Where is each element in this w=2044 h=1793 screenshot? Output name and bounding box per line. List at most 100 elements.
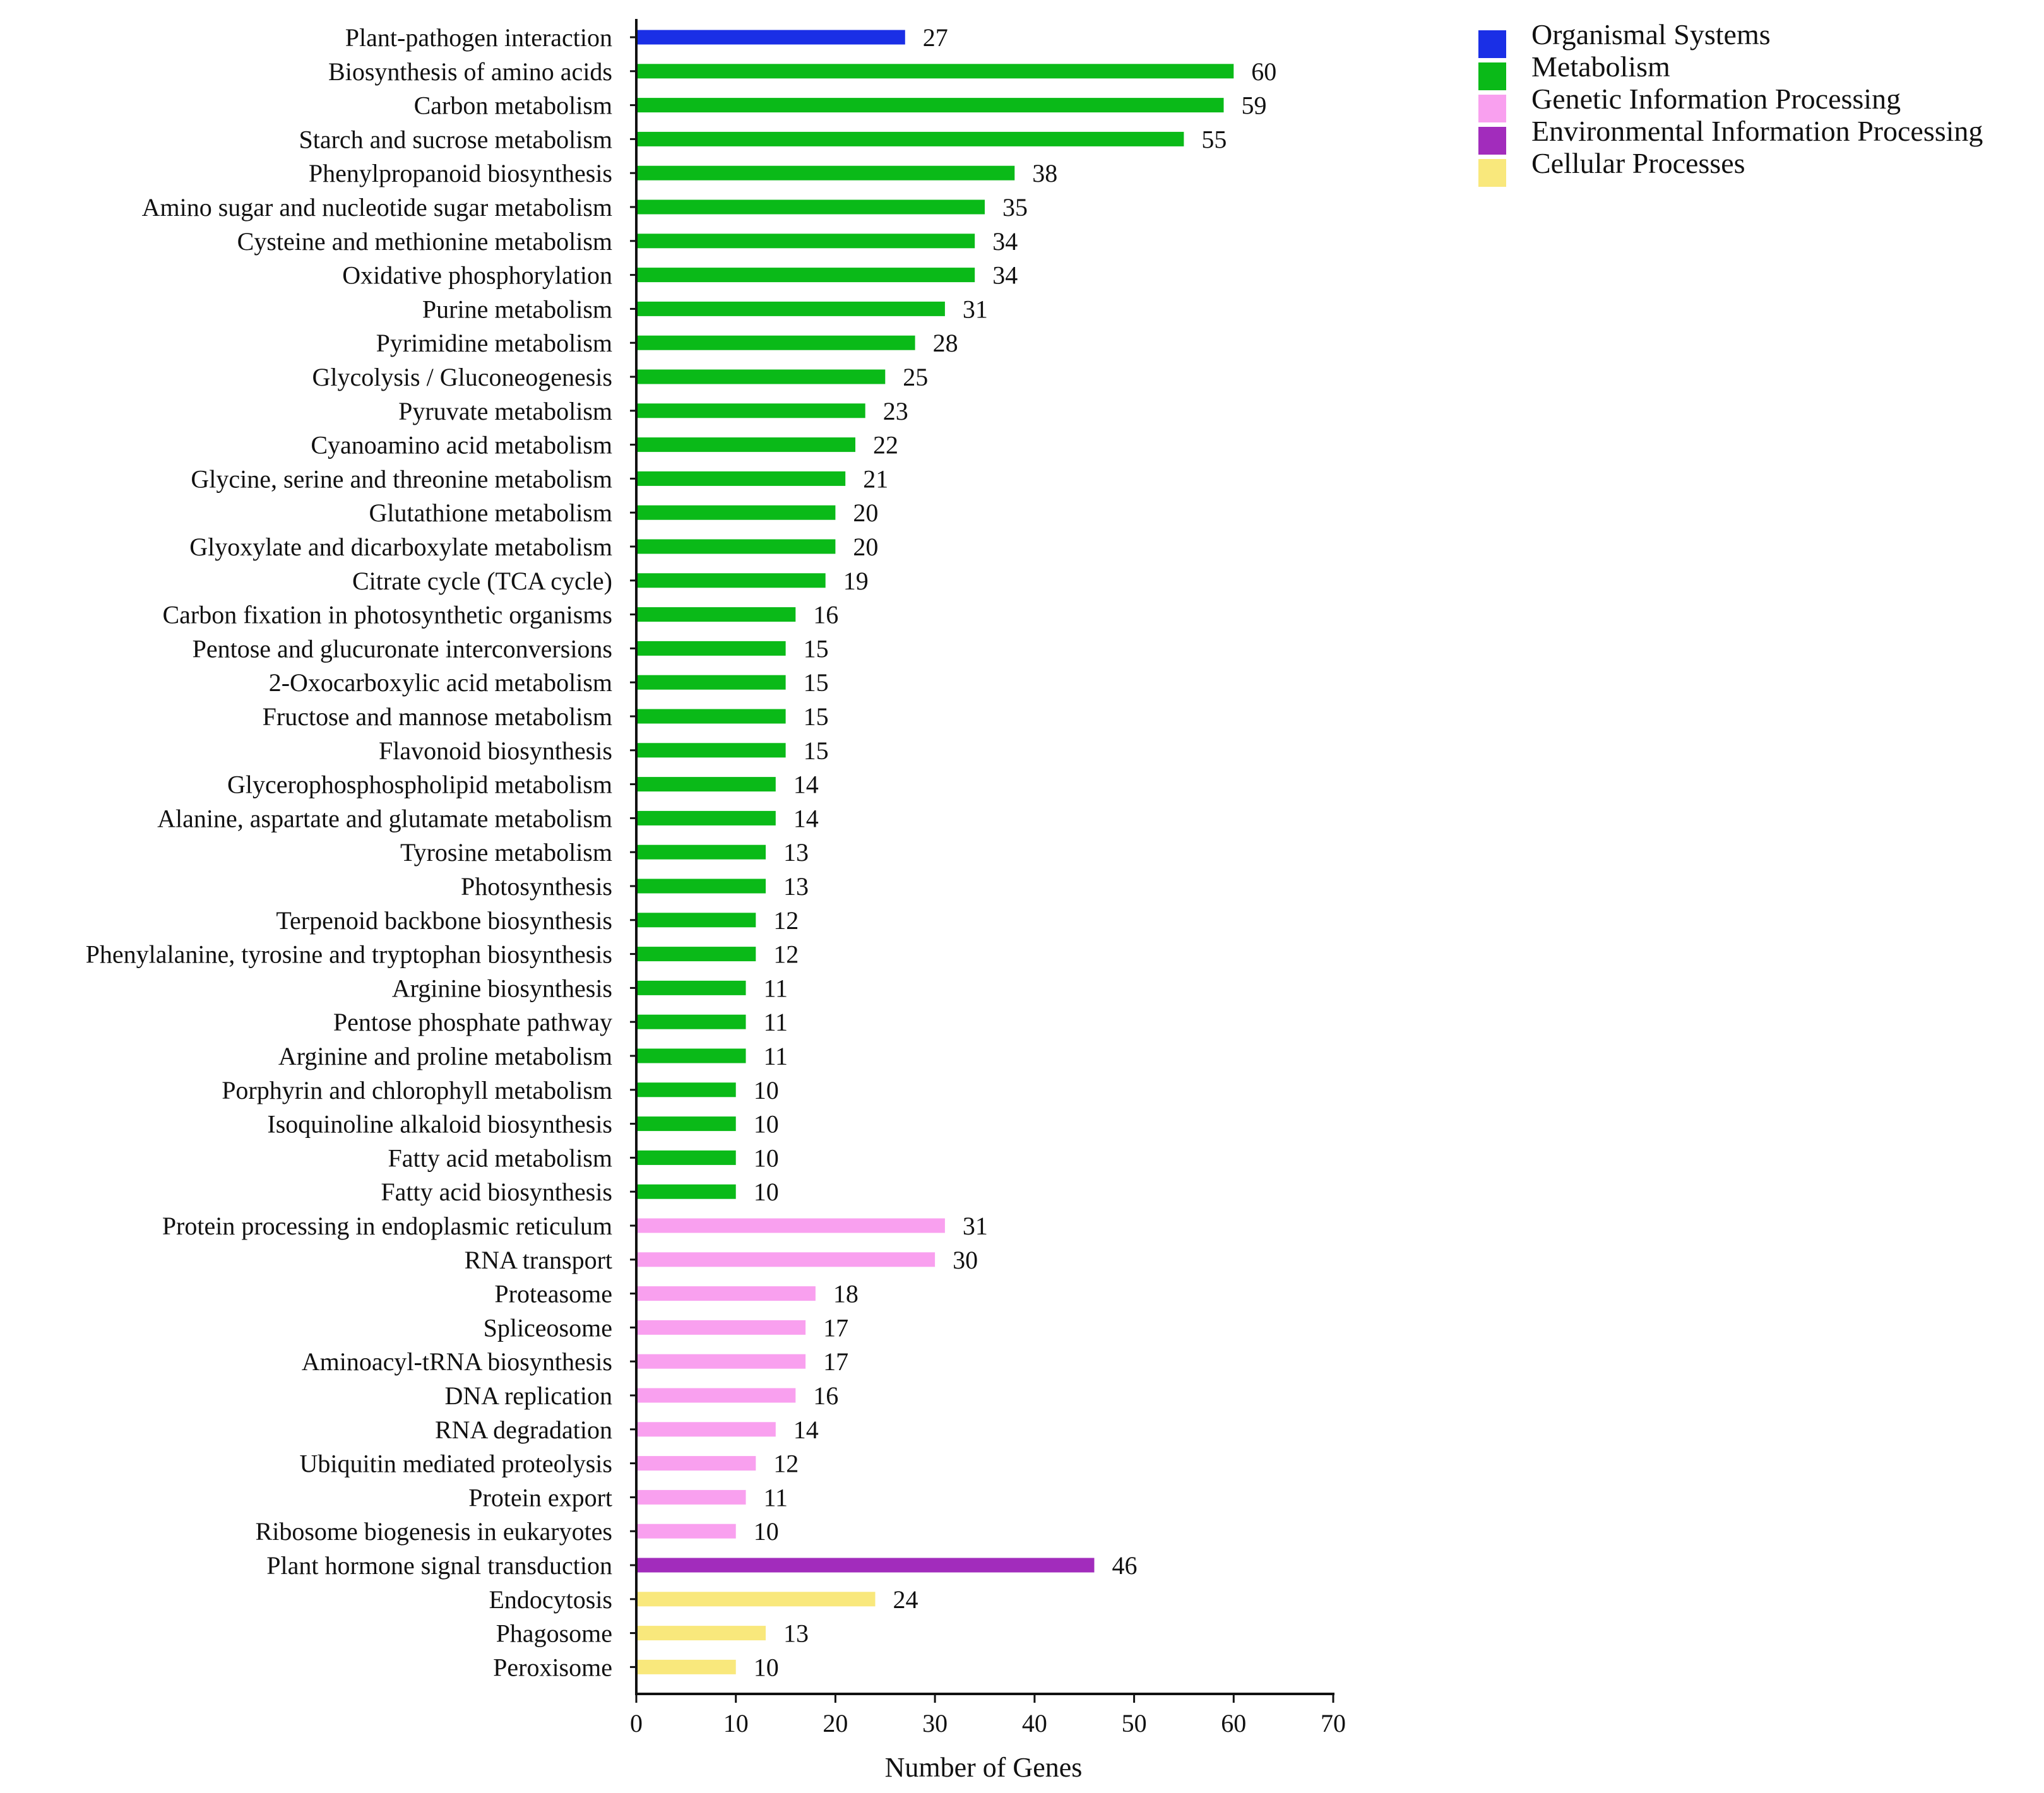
category-label: Plant hormone signal transduction (266, 1551, 612, 1580)
category-label: Photosynthesis (461, 872, 612, 901)
category-label: 2-Oxocarboxylic acid metabolism (269, 668, 612, 697)
category-label: Alanine, aspartate and glutamate metabol… (157, 804, 612, 832)
value-label: 22 (873, 431, 898, 459)
category-label: Phagosome (496, 1619, 612, 1648)
bar (636, 1388, 796, 1403)
bar (636, 844, 766, 860)
value-label: 21 (863, 465, 888, 493)
bar (636, 165, 1015, 180)
value-label: 10 (754, 1178, 779, 1206)
value-label: 15 (804, 702, 829, 731)
bar (636, 403, 865, 418)
x-tick-label: 20 (823, 1709, 848, 1737)
bar (636, 1558, 1095, 1573)
category-label: Purine metabolism (422, 295, 612, 323)
legend-swatch (1478, 95, 1506, 122)
category-label: Pentose phosphate pathway (333, 1008, 612, 1036)
category-label: Cyanoamino acid metabolism (311, 431, 612, 459)
category-label: Arginine biosynthesis (392, 974, 612, 1002)
bar (636, 1524, 736, 1539)
category-label: Pyruvate metabolism (398, 397, 612, 425)
category-label: Amino sugar and nucleotide sugar metabol… (142, 193, 612, 222)
bar (636, 641, 786, 656)
value-label: 16 (813, 601, 838, 629)
category-label: Oxidative phosphorylation (342, 261, 612, 290)
bar (636, 1422, 776, 1437)
value-label: 10 (754, 1144, 779, 1172)
bar (636, 1116, 736, 1132)
value-label: 55 (1201, 125, 1227, 153)
category-label: Peroxisome (493, 1653, 612, 1681)
category-label: Carbon fixation in photosynthetic organi… (162, 601, 612, 629)
bar (636, 743, 786, 758)
category-label: Biosynthesis of amino acids (328, 57, 612, 86)
value-label: 12 (773, 906, 799, 935)
category-label: Protein processing in endoplasmic reticu… (162, 1212, 612, 1240)
bar (636, 1218, 945, 1233)
value-label: 27 (923, 23, 948, 52)
legend-label: Metabolism (1531, 50, 1670, 83)
category-label: Glycerophosphospholipid metabolism (227, 771, 612, 799)
category-label: Terpenoid backbone biosynthesis (276, 906, 612, 935)
value-label: 12 (773, 1450, 799, 1478)
legend-swatch (1478, 62, 1506, 90)
value-label: 46 (1112, 1551, 1138, 1580)
category-label: Fructose and mannose metabolism (263, 702, 612, 731)
value-label: 20 (853, 533, 878, 561)
x-axis: 0 10 20 30 40 50 60 70 (630, 19, 1346, 1737)
value-label: 34 (992, 261, 1018, 290)
bar (636, 1659, 736, 1674)
value-label: 14 (793, 771, 819, 799)
category-label: Citrate cycle (TCA cycle) (352, 567, 612, 595)
bar (636, 505, 836, 520)
value-label: 12 (773, 940, 799, 969)
category-label: Plant-pathogen interaction (345, 23, 612, 52)
x-tick-label: 10 (723, 1709, 749, 1737)
value-label: 24 (893, 1585, 918, 1614)
legend-swatch (1478, 30, 1506, 58)
category-label: Fatty acid metabolism (388, 1144, 613, 1172)
value-label: 60 (1251, 57, 1276, 86)
legend-label: Organismal Systems (1531, 18, 1771, 50)
value-label: 28 (933, 329, 958, 357)
value-label: 16 (813, 1382, 838, 1410)
bar (636, 199, 985, 215)
bar (636, 1014, 746, 1029)
bar (636, 980, 746, 995)
bar (636, 268, 975, 283)
bar (636, 1354, 806, 1369)
bar (636, 131, 1184, 146)
category-label: Ubiquitin mediated proteolysis (300, 1450, 613, 1478)
bar (636, 675, 786, 690)
value-label: 15 (804, 737, 829, 765)
value-label: 13 (783, 1619, 809, 1648)
value-label: 59 (1242, 92, 1267, 120)
value-label: 20 (853, 499, 878, 527)
x-tick-label: 30 (922, 1709, 948, 1737)
category-label: Tyrosine metabolism (400, 838, 612, 867)
x-tick-label: 0 (630, 1709, 643, 1737)
category-label: Pyrimidine metabolism (376, 329, 612, 357)
bar (636, 471, 846, 486)
bar (636, 1626, 766, 1641)
category-label: RNA degradation (435, 1416, 612, 1444)
category-label: Spliceosome (484, 1313, 612, 1342)
value-label: 34 (992, 227, 1018, 256)
value-label: 15 (804, 668, 829, 697)
value-label: 31 (963, 295, 988, 323)
bar (636, 913, 756, 928)
bar (636, 1150, 736, 1165)
value-label: 30 (953, 1246, 978, 1274)
category-label: Porphyrin and chlorophyll metabolism (222, 1076, 612, 1104)
category-label: Glycolysis / Gluconeogenesis (312, 363, 613, 391)
category-label: Fatty acid biosynthesis (381, 1178, 612, 1206)
category-label: Glyoxylate and dicarboxylate metabolism (189, 533, 612, 561)
value-label: 11 (764, 974, 788, 1002)
legend-swatch (1478, 127, 1506, 155)
value-label: 10 (754, 1076, 779, 1104)
value-label: 13 (783, 838, 809, 867)
bar (636, 573, 826, 588)
category-label: Isoquinoline alkaloid biosynthesis (267, 1110, 612, 1139)
